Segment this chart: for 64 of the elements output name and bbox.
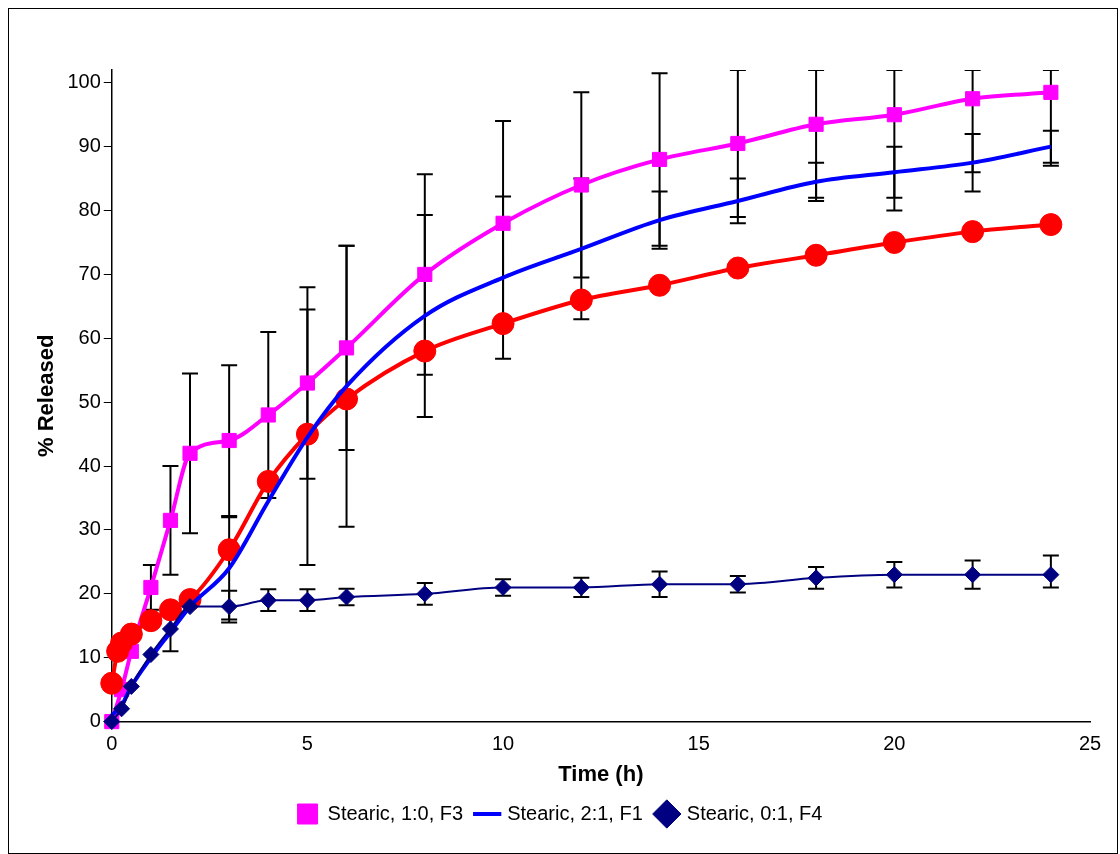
legend-label: Stearic, 0:1, F4 [686,801,823,824]
point [417,266,433,282]
y-axis-title: % Released [33,334,59,457]
point [299,375,315,391]
point [221,432,237,449]
point [882,230,906,254]
point [1039,213,1063,237]
point [495,215,511,231]
y-tick-label: 70 [78,261,101,284]
y-tick-label: 0 [89,709,101,732]
point [569,288,593,312]
point [964,566,982,584]
x-tick-label: 0 [106,732,118,755]
y-tick-label: 40 [78,453,101,476]
point [808,116,824,132]
point [259,591,277,609]
point [217,538,241,562]
point [338,340,355,356]
point [100,671,124,695]
x-tick-label: 25 [1078,732,1102,755]
y-tick-label: 90 [78,134,101,157]
point [651,575,669,593]
point [648,273,672,297]
point [158,598,182,622]
point [256,469,280,493]
point [122,677,140,695]
point [260,407,276,423]
y-tick-label: 10 [78,645,101,668]
x-axis-title: Time (h) [558,760,644,786]
y-tick-label: 100 [67,70,101,93]
point [491,312,515,336]
legend-label: Stearic, 2:1, F1 [507,801,643,824]
point [573,177,589,193]
x-tick-label: 20 [883,732,906,755]
y-tick-label: 30 [78,517,101,540]
x-tick-label: 10 [491,732,515,755]
point [182,445,198,461]
point [142,646,160,664]
point [143,579,159,596]
point [1043,84,1059,100]
point [413,339,437,363]
y-tick-label: 80 [78,198,101,221]
point [885,566,903,584]
point [161,620,179,638]
y-tick-label: 60 [78,325,101,348]
x-tick-label: 15 [687,732,710,755]
y-tick-label: 20 [78,581,101,604]
point [886,107,902,123]
point [113,700,131,718]
point [1042,566,1060,584]
point [220,598,238,616]
point [961,220,985,244]
legend-label: Stearic, 1:0, F3 [327,801,464,824]
y-tick-label: 50 [78,389,101,412]
point [139,609,163,633]
point [730,135,746,152]
point [119,622,143,646]
point [726,256,750,280]
point [804,243,828,267]
point [652,151,668,168]
x-tick-label: 5 [301,732,313,755]
point [965,91,981,107]
point [298,591,316,609]
point [162,512,179,528]
